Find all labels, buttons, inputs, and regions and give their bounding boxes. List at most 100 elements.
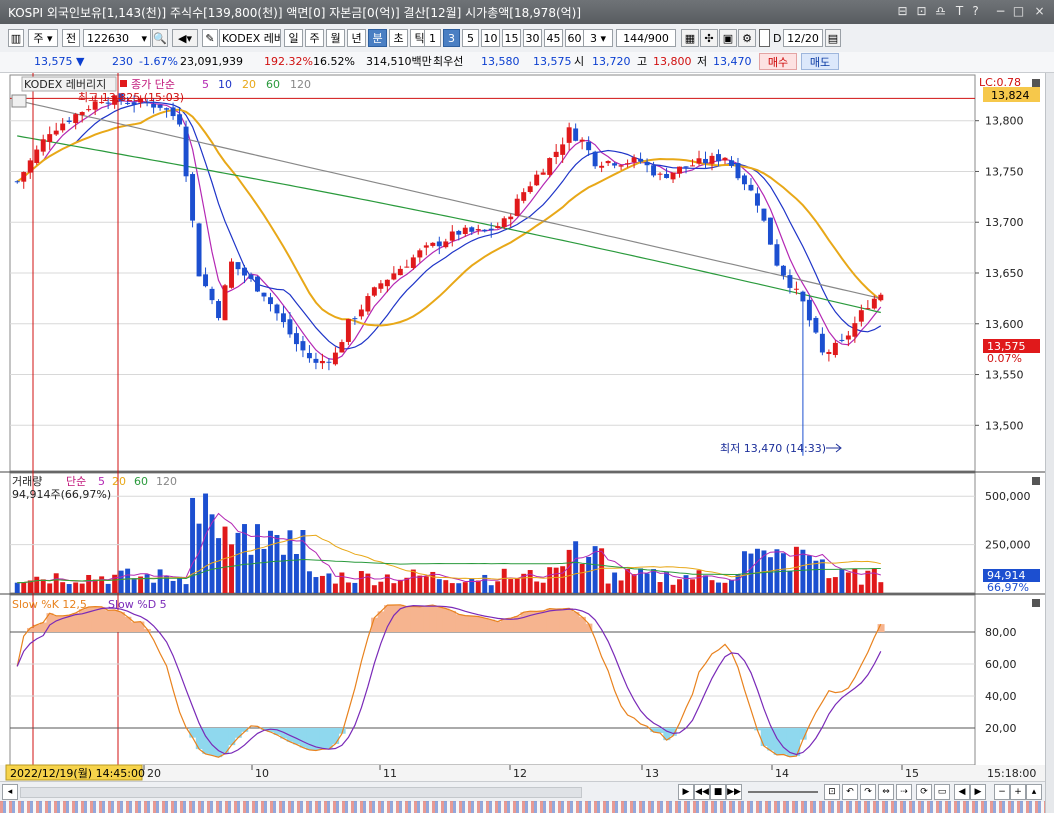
window-title: KOSPI 외국인보유[1,143(천)] 주식수[139,800(천)] 액면… xyxy=(8,6,582,20)
chart-scrollbar[interactable]: ◂ ▶ ◀◀ ■ ▶▶ ⊡ ↶ ↷ ⇔ ⇢ ⟳ ▭ ◀ ▶ − + ▴ xyxy=(0,781,1045,802)
candle xyxy=(703,158,708,164)
refresh-icon[interactable]: ⟳ xyxy=(916,784,932,800)
candle xyxy=(664,173,670,179)
redo-icon[interactable]: ↷ xyxy=(860,784,876,800)
volume-bar xyxy=(605,583,611,593)
candle xyxy=(352,318,358,320)
interval-button-3[interactable]: 3 xyxy=(443,29,460,47)
chart-icon[interactable]: ♎ xyxy=(935,4,946,18)
volume-bar xyxy=(384,574,390,593)
crosshair-icon[interactable]: ✣ xyxy=(700,29,718,47)
candle xyxy=(339,342,345,353)
date-input[interactable]: 12/20 xyxy=(783,29,823,47)
interval-button-5[interactable]: 5 xyxy=(462,29,479,47)
stoch-tick-label: 20,00 xyxy=(985,722,1017,735)
count-input[interactable]: 144/900 xyxy=(616,29,676,47)
legend-ma-120: 120 xyxy=(290,78,311,91)
stoch-overbought-fill xyxy=(552,609,560,632)
maximize-icon[interactable]: □ xyxy=(1012,4,1025,18)
stoch-oversold-fill xyxy=(260,728,268,730)
candle xyxy=(462,227,468,234)
min-annotation: 최저 13,470 (14:33) xyxy=(720,442,826,455)
volume-bar xyxy=(475,580,481,593)
view-select[interactable]: 전 xyxy=(62,29,80,47)
stoch-overbought-fill xyxy=(449,610,457,632)
scroll-right-icon[interactable]: ▴ xyxy=(1026,784,1042,800)
step-back-icon[interactable]: ◀◀ xyxy=(694,784,710,800)
undo-icon[interactable]: ↶ xyxy=(842,784,858,800)
bid-price: 13,580 xyxy=(481,55,520,68)
zoom-icon[interactable]: ⊡ xyxy=(824,784,840,800)
close-icon[interactable]: × xyxy=(1034,4,1045,18)
save-icon[interactable]: ▣ xyxy=(719,29,737,47)
minimize-icon[interactable]: − xyxy=(995,4,1006,18)
candle xyxy=(475,229,481,231)
volume-bar xyxy=(21,582,27,593)
interval-button-15[interactable]: 15 xyxy=(502,29,521,47)
period-tab-4[interactable]: 분 xyxy=(368,29,387,47)
date-checkbox[interactable] xyxy=(759,29,770,47)
scroll-left-icon[interactable]: ◂ xyxy=(2,784,18,800)
stop-icon[interactable]: ■ xyxy=(710,784,726,800)
layout-icon[interactable]: ⊡ xyxy=(916,4,927,18)
edit-icon[interactable]: ✎ xyxy=(202,29,218,47)
interval-input[interactable]: 3 ▾ xyxy=(583,29,613,47)
volume-bar xyxy=(164,576,170,593)
step-forward-icon[interactable]: ▶▶ xyxy=(726,784,742,800)
help-icon[interactable]: ? xyxy=(972,4,979,18)
stoch-oversold-fill xyxy=(793,728,801,757)
period-tab-3[interactable]: 년 xyxy=(347,29,366,47)
period-tab-5[interactable]: 초 xyxy=(389,29,408,47)
fit-icon[interactable]: ⇔ xyxy=(878,784,894,800)
sell-button[interactable]: 매도 xyxy=(801,53,839,70)
interval-button-45[interactable]: 45 xyxy=(544,29,563,47)
search-icon[interactable]: 🔍 xyxy=(152,29,168,47)
restore-icon[interactable]: ⊟ xyxy=(897,4,908,18)
market-select[interactable]: 주 ▾ xyxy=(28,29,58,47)
candle xyxy=(690,165,695,167)
calendar-icon[interactable]: ▤ xyxy=(825,29,841,47)
candle xyxy=(644,162,650,166)
volume-bar xyxy=(586,556,592,593)
window-icon[interactable]: ▭ xyxy=(934,784,950,800)
max-annotation: 최고 13,825 (15:03) xyxy=(78,91,184,104)
interval-button-1[interactable]: 1 xyxy=(424,29,441,47)
volume-bar xyxy=(216,538,221,593)
candle xyxy=(696,158,702,164)
interval-button-10[interactable]: 10 xyxy=(481,29,500,47)
period-tab-1[interactable]: 주 xyxy=(305,29,324,47)
volume-tick-label: 500,000 xyxy=(985,490,1031,503)
buy-button[interactable]: 매수 xyxy=(759,53,797,70)
gear-icon[interactable]: ⚙ xyxy=(738,29,756,47)
compress-icon[interactable]: ⇢ xyxy=(896,784,912,800)
zoom-out-icon[interactable]: − xyxy=(994,784,1010,800)
volume-bar xyxy=(131,578,137,593)
arrow-right-icon[interactable]: ▶ xyxy=(970,784,986,800)
candle xyxy=(60,123,66,131)
code-input[interactable]: 122630 ▾ xyxy=(83,29,151,47)
interval-button-60[interactable]: 60 xyxy=(565,29,584,47)
speaker-icon[interactable]: ◀▾ xyxy=(172,29,198,47)
period-tab-2[interactable]: 월 xyxy=(326,29,345,47)
chart-background xyxy=(0,73,1045,781)
candle xyxy=(170,107,176,117)
stoch-overbought-fill xyxy=(539,610,547,632)
zoom-in-icon[interactable]: + xyxy=(1010,784,1026,800)
text-icon[interactable]: T xyxy=(955,4,964,18)
arrow-left-icon[interactable]: ◀ xyxy=(954,784,970,800)
play-icon[interactable]: ▶ xyxy=(678,784,694,800)
candle xyxy=(722,157,728,161)
volume-bar xyxy=(482,574,488,593)
price-chart[interactable]: 13,500 13,550 13,600 13,650 13,700 13,750 13,8… xyxy=(0,73,1045,781)
volume-legend-120: 120 xyxy=(156,475,177,488)
zoom-slider[interactable] xyxy=(748,791,818,793)
interval-button-30[interactable]: 30 xyxy=(523,29,542,47)
scroll-track[interactable] xyxy=(20,787,582,798)
period-tab-0[interactable]: 일 xyxy=(284,29,303,47)
grid-icon[interactable]: ▦ xyxy=(681,29,699,47)
candle xyxy=(280,313,286,323)
chart-type-icon[interactable]: ▥ xyxy=(8,29,24,47)
volume-bar xyxy=(300,530,306,593)
volume-bar xyxy=(599,548,605,593)
change: 230 xyxy=(112,55,133,68)
